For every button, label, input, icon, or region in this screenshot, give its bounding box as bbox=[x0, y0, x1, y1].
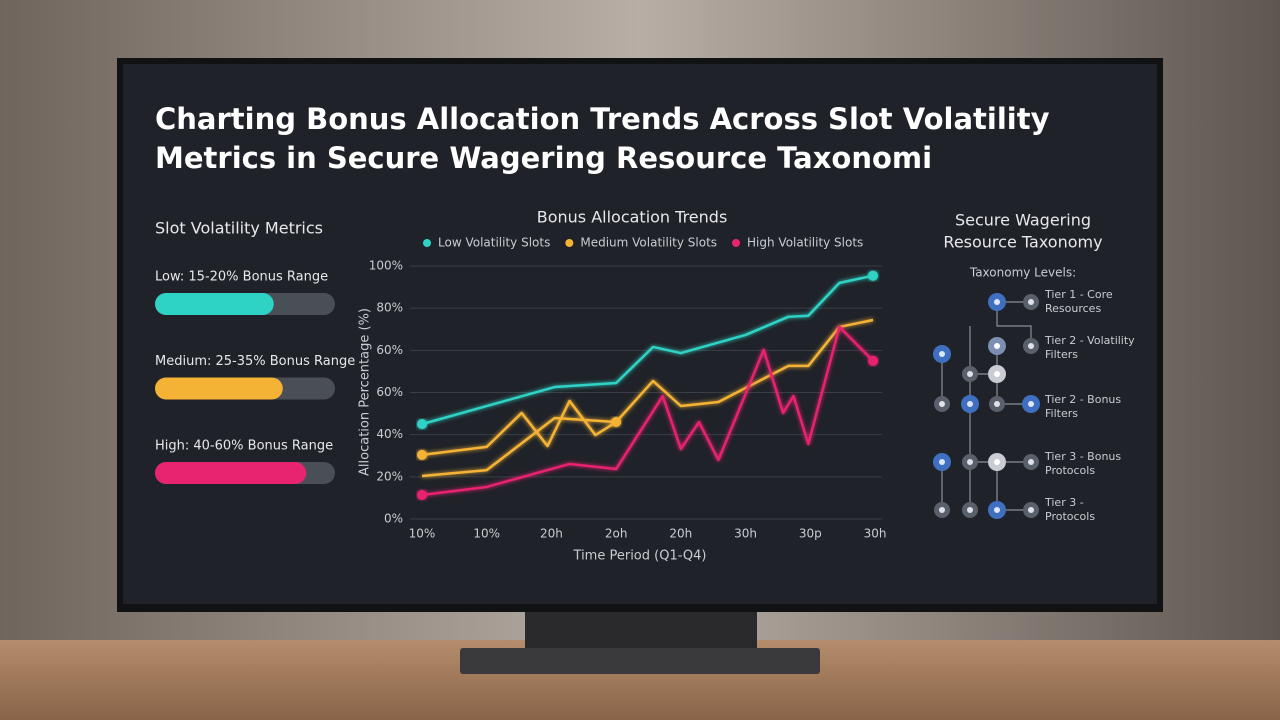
y-tick-label: 60% bbox=[376, 385, 403, 399]
end-point bbox=[417, 419, 427, 430]
end-point bbox=[417, 449, 427, 460]
taxonomy-nodes bbox=[933, 293, 1040, 519]
stand-base bbox=[460, 648, 820, 674]
x-tick-label: 10% bbox=[473, 527, 500, 541]
bar-fill bbox=[155, 462, 307, 484]
taxonomy-label: Tier 3 - Bonus bbox=[1044, 450, 1121, 463]
end-point bbox=[417, 489, 427, 500]
bar-label: High: 40-60% Bonus Range bbox=[155, 439, 333, 454]
panel-title: Slot Volatility Metrics bbox=[155, 219, 323, 238]
bar-fill bbox=[155, 293, 274, 315]
x-tick-label: 10% bbox=[409, 527, 436, 541]
legend-swatch bbox=[565, 239, 574, 247]
taxonomy-title: Secure Wagering bbox=[955, 211, 1091, 230]
end-point bbox=[611, 417, 622, 428]
taxonomy-label: Filters bbox=[1045, 348, 1078, 361]
x-tick-label: 30h bbox=[864, 527, 887, 541]
series-line bbox=[421, 325, 874, 497]
x-axis-label: Time Period (Q1-Q4) bbox=[573, 549, 707, 564]
legend-swatch bbox=[423, 239, 431, 247]
y-tick-label: 80% bbox=[376, 301, 403, 315]
title: Charting Bonus Allocation Trends Across … bbox=[155, 102, 1050, 136]
series-line bbox=[421, 274, 874, 426]
x-tick-label: 2oh bbox=[605, 527, 628, 541]
taxonomy-label: Protocols bbox=[1045, 464, 1095, 477]
legend-label: Medium Volatility Slots bbox=[580, 236, 717, 250]
taxonomy-label: Protocols bbox=[1045, 510, 1095, 523]
legend-label: High Volatility Slots bbox=[747, 236, 863, 250]
series-line bbox=[421, 318, 874, 478]
title: Metrics in Secure Wagering Resource Taxo… bbox=[155, 141, 932, 175]
end-point bbox=[868, 270, 879, 281]
taxonomy-label: Tier 3 - bbox=[1044, 496, 1084, 509]
y-tick-label: 40% bbox=[376, 427, 403, 441]
y-tick-label: 20% bbox=[376, 469, 403, 483]
chart-title: Bonus Allocation Trends bbox=[537, 208, 728, 227]
y-tick-label: 60% bbox=[376, 343, 403, 357]
x-tick-label: 20h bbox=[540, 527, 563, 541]
screen bbox=[123, 64, 1157, 604]
x-tick-label: 30h bbox=[734, 527, 757, 541]
bar-label: Low: 15-20% Bonus Range bbox=[155, 270, 328, 285]
taxonomy-label: Tier 2 - Volatility bbox=[1044, 334, 1135, 347]
end-point bbox=[868, 355, 879, 366]
legend-label: Low Volatility Slots bbox=[438, 236, 550, 250]
taxonomy-label: Resources bbox=[1045, 302, 1101, 315]
legend-swatch bbox=[732, 239, 741, 247]
taxonomy-label: Filters bbox=[1045, 407, 1078, 420]
y-axis-label: Allocation Percentage (%) bbox=[358, 308, 373, 476]
stand bbox=[525, 605, 757, 655]
taxonomy-label: Tier 2 - Bonus bbox=[1044, 393, 1121, 406]
taxonomy-title: Resource Taxonomy bbox=[943, 233, 1102, 252]
x-tick-label: 20h bbox=[669, 527, 692, 541]
bar-fill bbox=[155, 377, 283, 400]
y-tick-label: 0% bbox=[384, 512, 403, 526]
taxonomy-subtitle: Taxonomy Levels: bbox=[969, 266, 1076, 280]
x-tick-label: 30p bbox=[799, 527, 822, 541]
taxonomy-label: Tier 1 - Core bbox=[1044, 288, 1113, 301]
bar-label: Medium: 25-35% Bonus Range bbox=[155, 354, 355, 369]
y-tick-label: 100% bbox=[369, 259, 403, 273]
